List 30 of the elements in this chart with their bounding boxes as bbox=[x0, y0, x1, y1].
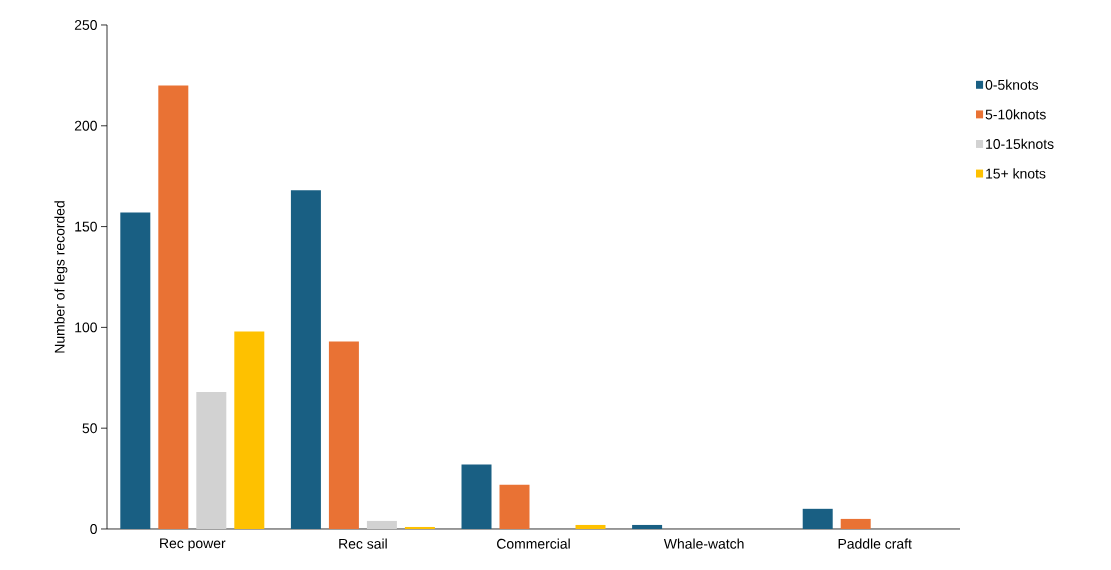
x-tick-label: Commercial bbox=[497, 538, 570, 549]
bar bbox=[404, 526, 435, 529]
bar bbox=[461, 464, 492, 529]
bar bbox=[120, 212, 151, 529]
x-tick-label: Whale-watch bbox=[663, 538, 744, 549]
bar bbox=[158, 85, 189, 529]
bar bbox=[840, 518, 871, 529]
bar bbox=[290, 190, 321, 529]
y-tick-label: 0 bbox=[90, 524, 97, 534]
legend-label: 0-5knots bbox=[985, 79, 1039, 90]
bar bbox=[196, 391, 227, 529]
bar bbox=[366, 520, 397, 529]
x-tick-label: Rec sail bbox=[339, 538, 387, 549]
bar bbox=[499, 484, 530, 529]
legend-label: 15+ knots bbox=[986, 168, 1046, 179]
y-axis-title: Number of legs recorded bbox=[54, 201, 68, 353]
y-tick-label: 150 bbox=[75, 221, 97, 232]
bar bbox=[802, 508, 833, 529]
bar bbox=[632, 524, 663, 529]
y-tick-label: 100 bbox=[75, 322, 97, 333]
bar bbox=[328, 341, 359, 529]
y-tick-label: 50 bbox=[82, 423, 97, 434]
bar bbox=[575, 524, 606, 529]
bar bbox=[234, 331, 265, 529]
legend-label: 5-10knots bbox=[985, 109, 1046, 120]
x-tick-label: Rec power bbox=[160, 538, 226, 551]
x-tick-label: Paddle craft bbox=[838, 538, 912, 549]
legend-label: 10-15knots bbox=[986, 138, 1054, 149]
y-tick-label: 200 bbox=[74, 120, 97, 131]
y-tick-label: 250 bbox=[74, 20, 97, 30]
